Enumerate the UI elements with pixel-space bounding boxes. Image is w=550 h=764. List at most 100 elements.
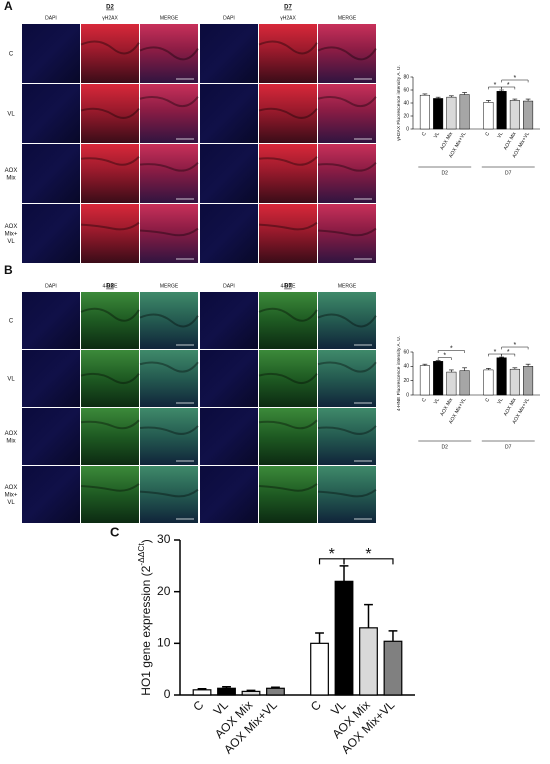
group-label: D2	[442, 444, 449, 450]
column-header: DAPI	[45, 283, 57, 289]
tissue-edge	[258, 107, 318, 119]
y-tick-label: 20	[157, 584, 171, 598]
error-bar	[525, 98, 531, 102]
significance-bracket	[343, 558, 394, 565]
y-tick-label: 20	[403, 113, 409, 119]
tissue-edge	[139, 313, 199, 328]
significance-bracket	[501, 86, 516, 90]
column-header: MERGE	[160, 283, 179, 289]
micrograph	[318, 84, 376, 143]
x-tick-label: C	[190, 698, 206, 714]
significance-mark: *	[329, 546, 335, 563]
micrograph	[318, 204, 376, 263]
bar	[241, 690, 261, 696]
micrograph	[81, 350, 139, 407]
error-bar	[315, 632, 324, 644]
y-tick-label: 80	[403, 74, 409, 80]
x-tick-label: VL	[433, 131, 441, 139]
bar	[192, 689, 212, 696]
bar	[459, 370, 470, 396]
column-header: 4-HNE	[280, 283, 296, 289]
error-bar	[246, 689, 256, 692]
bar	[383, 640, 403, 696]
significance-mark: *	[450, 346, 453, 353]
error-bar	[448, 95, 454, 98]
y-tick-label: 10	[157, 636, 171, 650]
micrograph	[259, 144, 317, 203]
panel-label: A	[4, 0, 13, 13]
tissue-edge	[80, 107, 140, 119]
group-title: D2	[106, 5, 114, 11]
micrograph	[200, 144, 258, 203]
y-label-text: 4-HNE Fluorescence intensity A. U.	[396, 336, 402, 411]
y-tick-label: 20	[403, 378, 409, 384]
column-header: 4-HNE	[102, 283, 118, 289]
row-label: VL	[7, 376, 15, 382]
micrograph	[318, 350, 376, 407]
micrograph	[81, 84, 139, 143]
error-bar	[435, 360, 441, 362]
micrograph	[81, 144, 139, 203]
micrograph	[140, 204, 198, 263]
bar	[359, 627, 378, 696]
x-tick-label: C	[421, 397, 428, 403]
tissue-edge	[139, 46, 199, 61]
tissue-edge	[317, 46, 377, 61]
error-bar	[462, 92, 467, 95]
tissue-edge	[258, 307, 318, 322]
tissue-edge	[317, 313, 377, 328]
error-bar	[448, 369, 454, 373]
column-header: MERGE	[338, 15, 357, 21]
micrograph	[318, 292, 376, 349]
tissue-edge	[258, 419, 318, 430]
tissue-edge	[317, 227, 377, 237]
micrograph	[259, 204, 317, 263]
micrograph	[200, 84, 258, 143]
micrograph	[140, 144, 198, 203]
tissue-edge	[80, 483, 140, 492]
bar	[419, 94, 430, 130]
tissue-edge	[80, 40, 140, 55]
micrograph	[140, 24, 198, 83]
tissue-edge	[317, 95, 377, 108]
column-header: γH2AX	[280, 15, 296, 21]
group-label: D7	[505, 170, 512, 176]
group-title: D7	[284, 5, 292, 11]
row-label: AOX Mix+ VL	[5, 485, 18, 506]
x-tick-label: VL	[496, 131, 504, 139]
significance-mark: *	[365, 546, 371, 563]
significance-bracket	[501, 79, 529, 83]
error-bar	[197, 688, 207, 690]
tissue-edge	[139, 95, 199, 108]
micrograph	[200, 24, 258, 83]
y-axis-label: γH2AX Fluorescence intensity A. U.	[396, 65, 402, 141]
tissue-edge	[80, 221, 140, 231]
micrograph	[22, 204, 80, 263]
bar	[496, 91, 507, 130]
tissue-edge	[258, 156, 318, 166]
y-label-end: )	[139, 539, 153, 543]
micrograph	[259, 350, 317, 407]
y-axis-label: 4-HNE Fluorescence intensity A. U.	[396, 336, 402, 411]
error-bar	[486, 368, 491, 370]
bar	[459, 94, 470, 130]
group-title: D2	[106, 284, 114, 290]
micrograph	[140, 408, 198, 465]
error-bar	[435, 96, 441, 99]
group-label: D7	[505, 444, 512, 450]
y-label-text: HO1 gene expression (2	[139, 565, 153, 695]
y-axis-label: HO1 gene expression (2-ΔΔCt)	[136, 539, 153, 695]
significance-bracket	[437, 350, 465, 353]
bar	[433, 98, 444, 130]
row-label: AOX Mix	[5, 167, 18, 181]
error-bar	[525, 363, 531, 367]
column-header: γH2AX	[102, 15, 118, 21]
bar	[446, 371, 457, 396]
x-tick-label: C	[308, 698, 324, 714]
micrograph	[259, 24, 317, 83]
significance-bracket	[437, 357, 452, 360]
row-label: VL	[7, 111, 15, 117]
micrograph	[318, 144, 376, 203]
tissue-edge	[139, 161, 199, 172]
